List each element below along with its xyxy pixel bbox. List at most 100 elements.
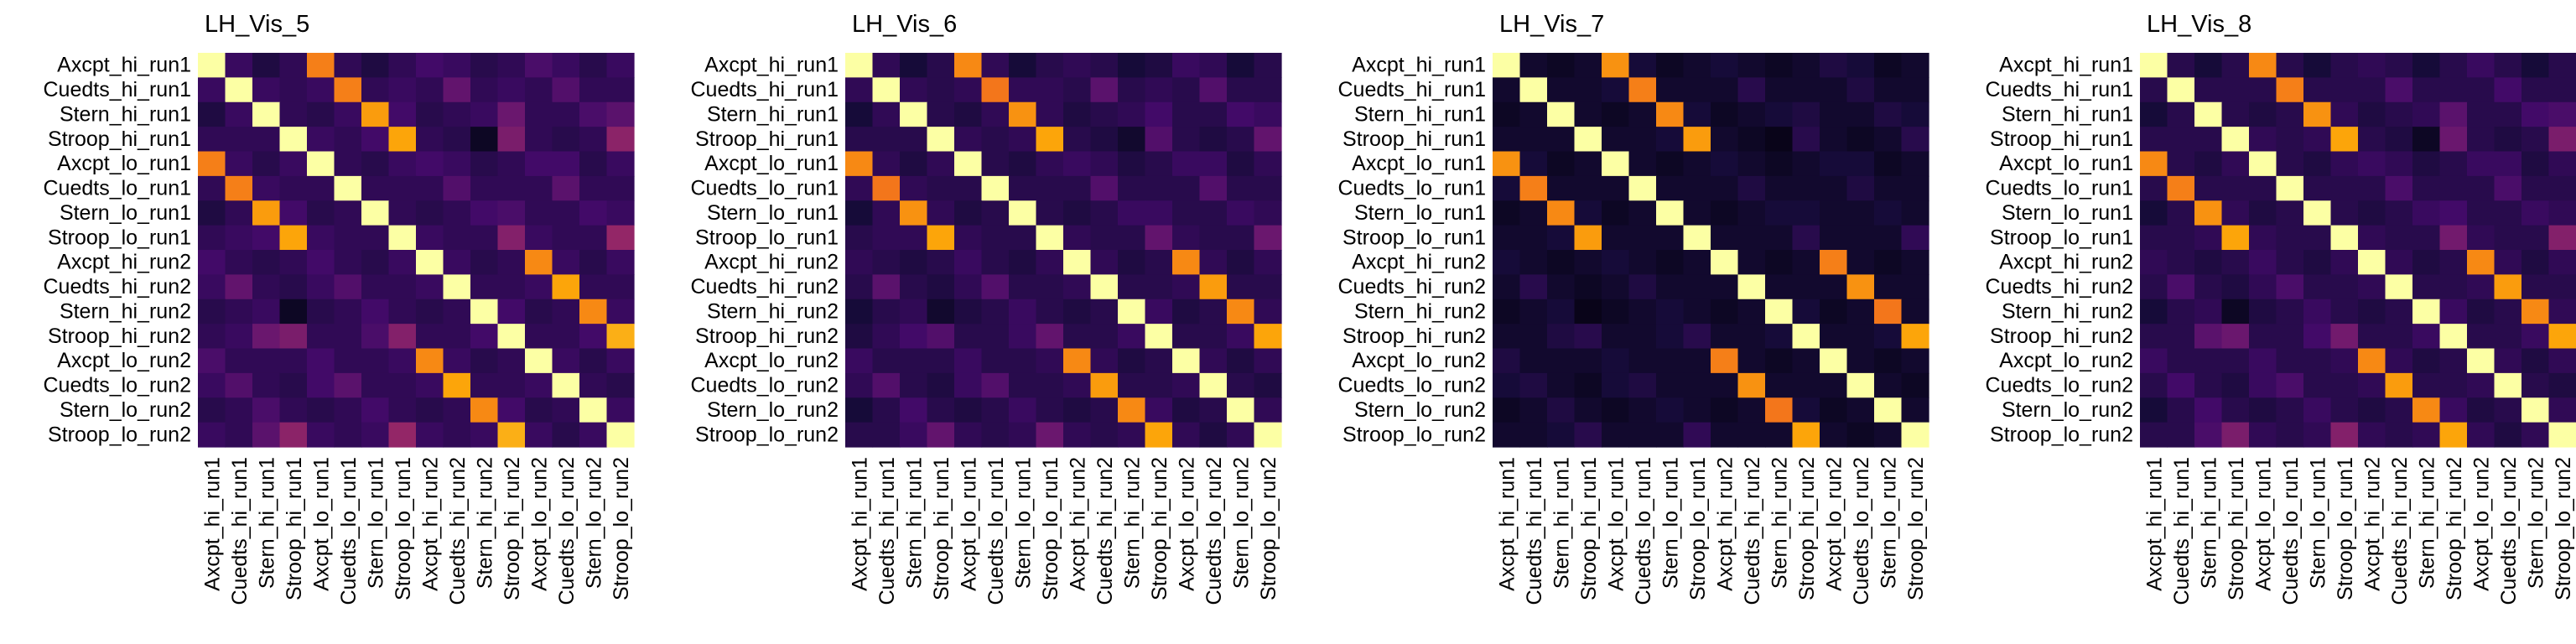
heatmap-cell [470, 101, 499, 127]
heatmap-cell [1602, 372, 1630, 398]
col-tick-label: Axcpt_lo_run1 [957, 457, 980, 591]
heatmap-cell [1036, 372, 1064, 398]
heatmap-cell [2358, 324, 2386, 350]
heatmap-cell [954, 372, 983, 398]
heatmap-cell [1656, 175, 1685, 201]
heatmap-cell [1602, 397, 1630, 423]
col-tick-label: Cuedts_hi_run2 [446, 457, 470, 605]
heatmap-cell [2521, 324, 2550, 350]
heatmap-cell [497, 324, 526, 350]
heatmap-cell [1519, 151, 1548, 177]
heatmap-cell [900, 151, 928, 177]
heatmap-cell [981, 372, 1010, 398]
heatmap-cell [2358, 397, 2386, 423]
heatmap-cell [2330, 372, 2359, 398]
heatmap-cell [1063, 348, 1092, 374]
heatmap-cell [1628, 397, 1657, 423]
heatmap-cell [1547, 151, 1576, 177]
heatmap-cell [2412, 250, 2441, 275]
heatmap-cell [388, 299, 417, 325]
col-tick-label: Stern_lo_run1 [1659, 457, 1682, 589]
heatmap-cell [2249, 372, 2277, 398]
heatmap-cell [579, 200, 608, 226]
heatmap-cell [307, 348, 335, 374]
heatmap-cell [606, 250, 635, 275]
heatmap-cell [1683, 348, 1711, 374]
heatmap-cell [497, 274, 526, 300]
heatmap-cell [334, 225, 362, 251]
heatmap-cell [198, 324, 226, 350]
heatmap-cell [2358, 101, 2386, 127]
heatmap-cell [1519, 101, 1548, 127]
heatmap-cell [1574, 225, 1602, 251]
heatmap-cell [1628, 225, 1657, 251]
col-tick-label: Axcpt_lo_run2 [527, 457, 551, 591]
heatmap-cell [2194, 348, 2223, 374]
heatmap-cell [1118, 274, 1146, 300]
row-tick-label: Axcpt_hi_run1 [1352, 54, 1486, 77]
heatmap-cell [927, 200, 955, 226]
heatmap-cell [954, 299, 983, 325]
heatmap-cell [1145, 372, 1173, 398]
heatmap-cell [2276, 250, 2304, 275]
heatmap-cell [2140, 372, 2168, 398]
heatmap-cell [1036, 250, 1064, 275]
heatmap-cell [981, 77, 1010, 103]
heatmap-cell [416, 348, 444, 374]
heatmap-cell [416, 175, 444, 201]
heatmap-cell [1737, 175, 1766, 201]
heatmap-cell [2221, 324, 2250, 350]
heatmap-cell [1519, 77, 1548, 103]
heatmap-cell [1846, 422, 1875, 448]
heatmap-cell [927, 53, 955, 78]
heatmap-cell [981, 348, 1010, 374]
col-tick-label: Axcpt_hi_run2 [1713, 457, 1737, 591]
heatmap-cell [225, 397, 253, 423]
heatmap-cell [2412, 274, 2441, 300]
heatmap-cell [1172, 175, 1201, 201]
heatmap-cell [981, 274, 1010, 300]
heatmap-cell [2439, 53, 2468, 78]
heatmap-cell [2221, 225, 2250, 251]
heatmap-cell [954, 274, 983, 300]
heatmap-cell [2548, 324, 2576, 350]
heatmap-cell [2249, 127, 2277, 153]
heatmap-cell [1820, 225, 1848, 251]
heatmap-cell [1519, 324, 1548, 350]
heatmap-cell [1090, 348, 1119, 374]
heatmap-cell [1254, 225, 1282, 251]
heatmap-cell [2194, 175, 2223, 201]
heatmap-cell [1172, 372, 1201, 398]
heatmap-cell [2167, 225, 2195, 251]
heatmap-cell [334, 127, 362, 153]
heatmap-cell [1493, 274, 1521, 300]
heatmap-cell [1009, 127, 1037, 153]
heatmap-cell [552, 200, 580, 226]
heatmap-cell [1118, 77, 1146, 103]
heatmap-cell [1199, 250, 1228, 275]
heatmap-cell [1602, 324, 1630, 350]
heatmap-cell [2439, 151, 2468, 177]
row-tick-label: Stroop_lo_run2 [695, 423, 839, 446]
heatmap-cell [2140, 348, 2168, 374]
heatmap-cell [1602, 127, 1630, 153]
heatmap-cell [2303, 225, 2332, 251]
heatmap-cell [1737, 77, 1766, 103]
heatmap-cell [1711, 422, 1739, 448]
heatmap-cell [2467, 397, 2496, 423]
row-tick-label: Axcpt_hi_run1 [704, 54, 839, 77]
heatmap-cell [2548, 200, 2576, 226]
heatmap-cell [252, 127, 281, 153]
heatmap-cell [1254, 274, 1282, 300]
heatmap-cell [1227, 348, 1255, 374]
heatmap-cell [954, 151, 983, 177]
heatmap-cell [1063, 422, 1092, 448]
row-tick-label: Axcpt_lo_run1 [1999, 152, 2133, 175]
row-tick-label: Stern_lo_run2 [2002, 398, 2133, 422]
heatmap-cell [2494, 397, 2522, 423]
row-tick-label: Stern_hi_run2 [2002, 299, 2133, 323]
row-tick-label: Stroop_lo_run2 [1990, 423, 2133, 446]
heatmap-cell [470, 397, 499, 423]
heatmap-cell [1628, 348, 1657, 374]
heatmap-cell [845, 274, 874, 300]
